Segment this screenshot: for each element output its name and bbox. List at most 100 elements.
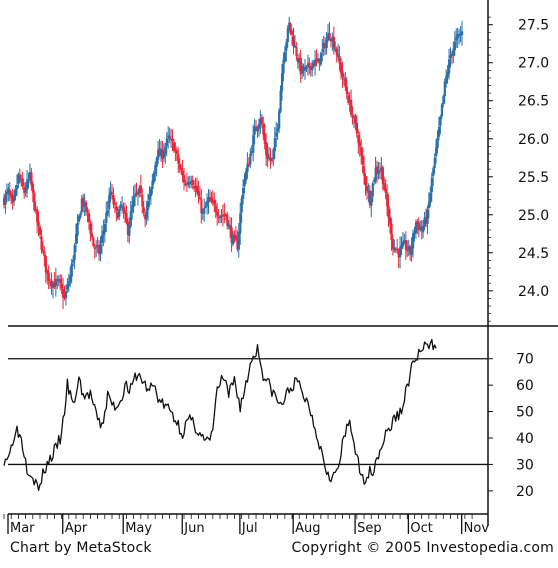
candle-down <box>308 62 311 68</box>
candle-up <box>134 194 137 197</box>
candle-up <box>99 244 102 254</box>
candle-up <box>7 188 10 193</box>
candle-up <box>155 157 158 167</box>
candle-up <box>253 127 256 135</box>
candle-up <box>157 150 160 160</box>
candle-down <box>424 217 428 223</box>
candle-up <box>243 179 246 187</box>
candle-up <box>106 210 109 214</box>
candle-down <box>363 166 366 176</box>
candle-down <box>191 179 194 185</box>
oscillator-panel <box>3 338 488 491</box>
candle-down <box>41 249 45 252</box>
candle-up <box>443 81 446 97</box>
candle-down <box>183 175 186 183</box>
osc-tick-label: 20 <box>516 484 534 500</box>
candle-down <box>388 217 392 224</box>
candle-down <box>255 126 258 130</box>
candle-up <box>227 224 230 227</box>
candle-up <box>327 33 330 41</box>
candle-down <box>262 123 265 135</box>
candle-down <box>217 216 220 219</box>
candle-up <box>437 126 441 137</box>
candle-up <box>207 197 210 203</box>
candle-up <box>458 33 461 36</box>
candle-down <box>171 138 174 142</box>
candle-down <box>351 115 354 117</box>
candle-down <box>174 150 177 152</box>
candle-up <box>34 209 37 211</box>
candle-down <box>416 221 419 225</box>
candle-up <box>413 232 416 234</box>
candle-up <box>288 22 291 30</box>
candle-down <box>36 209 39 223</box>
candle-up <box>4 194 7 205</box>
candle-down <box>43 251 46 257</box>
candle-down <box>18 174 22 180</box>
candle-down <box>223 214 226 216</box>
candle-down <box>335 48 338 56</box>
candle-up <box>151 180 154 190</box>
candle-up <box>249 153 252 165</box>
candle-down <box>383 183 386 190</box>
osc-tick-label: 30 <box>516 457 534 473</box>
candle-up <box>453 41 456 51</box>
candle-up <box>282 59 285 74</box>
candle-up <box>352 116 356 119</box>
candle-down <box>172 142 176 152</box>
candle-down <box>200 199 203 214</box>
candle-down <box>213 199 216 205</box>
candle-up <box>73 245 76 261</box>
candle-up <box>334 49 337 51</box>
candle-up <box>17 174 20 184</box>
osc-tick-label: 40 <box>516 431 534 447</box>
candle-down <box>409 246 412 255</box>
candle-down <box>181 170 184 176</box>
candle-up <box>314 59 317 66</box>
candle-up <box>219 216 222 219</box>
candle-down <box>340 63 343 73</box>
candle-down <box>386 192 389 207</box>
candle-up <box>136 191 140 195</box>
candle-up <box>57 279 60 281</box>
candle-down <box>332 36 336 49</box>
candle-down <box>263 133 266 144</box>
candle-down <box>139 185 143 193</box>
candle-down <box>63 296 66 298</box>
candle-down <box>30 172 33 186</box>
candle-up <box>103 223 107 233</box>
candle-up <box>430 177 433 193</box>
candle-down <box>365 186 369 192</box>
candle-down <box>208 196 212 199</box>
candle-down <box>328 33 331 38</box>
candle-up <box>129 211 132 227</box>
candle-up <box>331 38 334 41</box>
candle-down <box>116 212 119 219</box>
candle-down <box>195 185 199 193</box>
candle-down <box>49 281 52 284</box>
candle-down <box>98 246 101 255</box>
month-label: Oct <box>410 521 432 536</box>
candle-up <box>426 209 429 224</box>
candle-up <box>432 168 435 177</box>
candle-down <box>142 207 145 213</box>
candle-up <box>252 135 255 153</box>
candle-up <box>403 240 406 243</box>
candle-up <box>194 187 197 189</box>
candle-up <box>24 189 27 193</box>
candle-down <box>315 58 318 61</box>
candle-up <box>276 128 279 132</box>
candle-down <box>289 23 292 32</box>
candle-down <box>387 205 390 219</box>
candle-down <box>269 157 272 160</box>
candle-up <box>442 96 445 105</box>
candle-up <box>371 183 374 197</box>
candle-up <box>119 204 122 209</box>
candle-up <box>128 225 131 236</box>
candle-up <box>66 284 69 290</box>
candle-up <box>51 283 55 288</box>
axes: 27.5 27.0 26.5 26.0 25.5 25.0 24.5 24.0 70 60 50 40… <box>3 0 558 536</box>
candle-up <box>118 208 121 217</box>
candle-down <box>33 192 36 210</box>
